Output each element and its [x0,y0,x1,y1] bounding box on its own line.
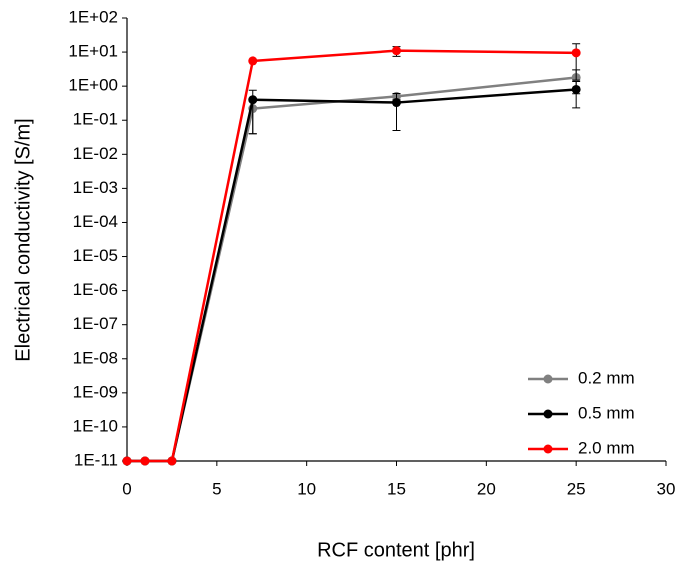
legend-marker [543,444,553,454]
x-tick-label: 30 [657,479,676,498]
y-axis-title: Electrical conductivity [S/m] [12,118,34,361]
point [248,95,258,105]
series-line [127,76,577,463]
point [392,98,401,108]
legend-label: 0.2 mm [578,368,635,387]
point [140,456,150,466]
y-tick-label: 1E-01 [73,110,118,129]
y-tick-label: 1E-03 [73,178,118,197]
x-tick-label: 0 [122,479,131,498]
point [167,456,177,466]
legend-marker [543,374,553,384]
y-tick-label: 1E+01 [68,42,118,61]
point [571,48,581,58]
series-line [127,88,577,463]
y-tick-label: 1E+00 [68,76,118,95]
y-tick-label: 1E+02 [68,7,118,26]
legend-marker [543,409,553,419]
x-axis-title: RCF content [phr] [317,539,475,561]
x-tick-label: 10 [297,479,316,498]
y-tick-label: 1E-09 [73,382,118,401]
point [571,84,581,94]
x-tick-label: 15 [387,479,406,498]
y-tick-label: 1E-08 [73,348,118,367]
point [248,56,258,66]
y-tick-label: 1E-10 [73,416,118,435]
legend-label: 2.0 mm [578,438,635,457]
point [392,46,401,56]
y-tick-label: 1E-07 [73,314,118,333]
x-tick-label: 25 [567,479,586,498]
x-tick-label: 5 [212,479,221,498]
series-line [127,49,577,463]
legend-label: 0.5 mm [578,403,635,422]
y-tick-label: 1E-06 [73,280,118,299]
y-tick-label: 1E-11 [74,450,118,469]
y-tick-label: 1E-02 [73,144,118,163]
y-tick-label: 1E-05 [73,246,118,265]
point [122,456,132,466]
x-tick-label: 20 [477,479,496,498]
y-tick-label: 1E-04 [73,212,118,231]
